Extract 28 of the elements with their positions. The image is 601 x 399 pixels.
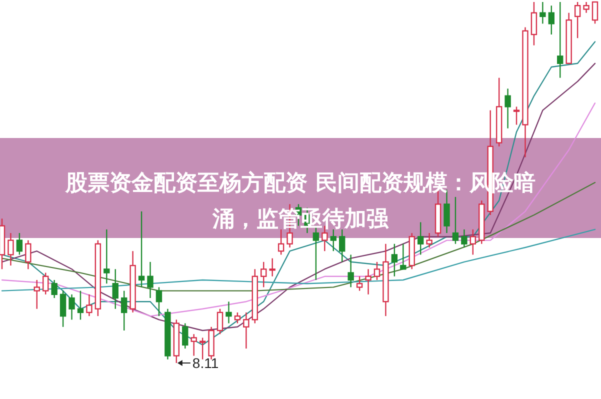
candlestick <box>147 261 154 299</box>
candlestick <box>8 232 14 266</box>
candlestick <box>51 279 58 299</box>
candlestick <box>426 232 432 248</box>
candlestick <box>164 308 171 360</box>
candlestick <box>112 268 118 310</box>
candlestick <box>25 240 32 270</box>
candlestick <box>504 88 511 129</box>
candlestick <box>522 26 528 158</box>
candlestick <box>68 294 75 320</box>
candlestick <box>417 222 424 256</box>
candlestick <box>348 254 354 288</box>
candlestick <box>208 326 214 360</box>
candlestick <box>583 1 590 14</box>
candlestick <box>365 268 372 296</box>
candlestick <box>243 312 250 350</box>
candlestick <box>226 301 232 324</box>
candlestick <box>269 258 276 277</box>
candlestick <box>530 1 538 46</box>
candlestick <box>382 243 389 317</box>
annotation: 8.11 <box>192 355 219 371</box>
candlestick <box>86 294 92 317</box>
candlestick <box>391 243 398 277</box>
candlestick <box>557 1 564 78</box>
candlestick <box>540 1 546 24</box>
candlestick <box>461 228 468 248</box>
candlestick <box>104 228 110 284</box>
candlestick <box>130 250 136 314</box>
